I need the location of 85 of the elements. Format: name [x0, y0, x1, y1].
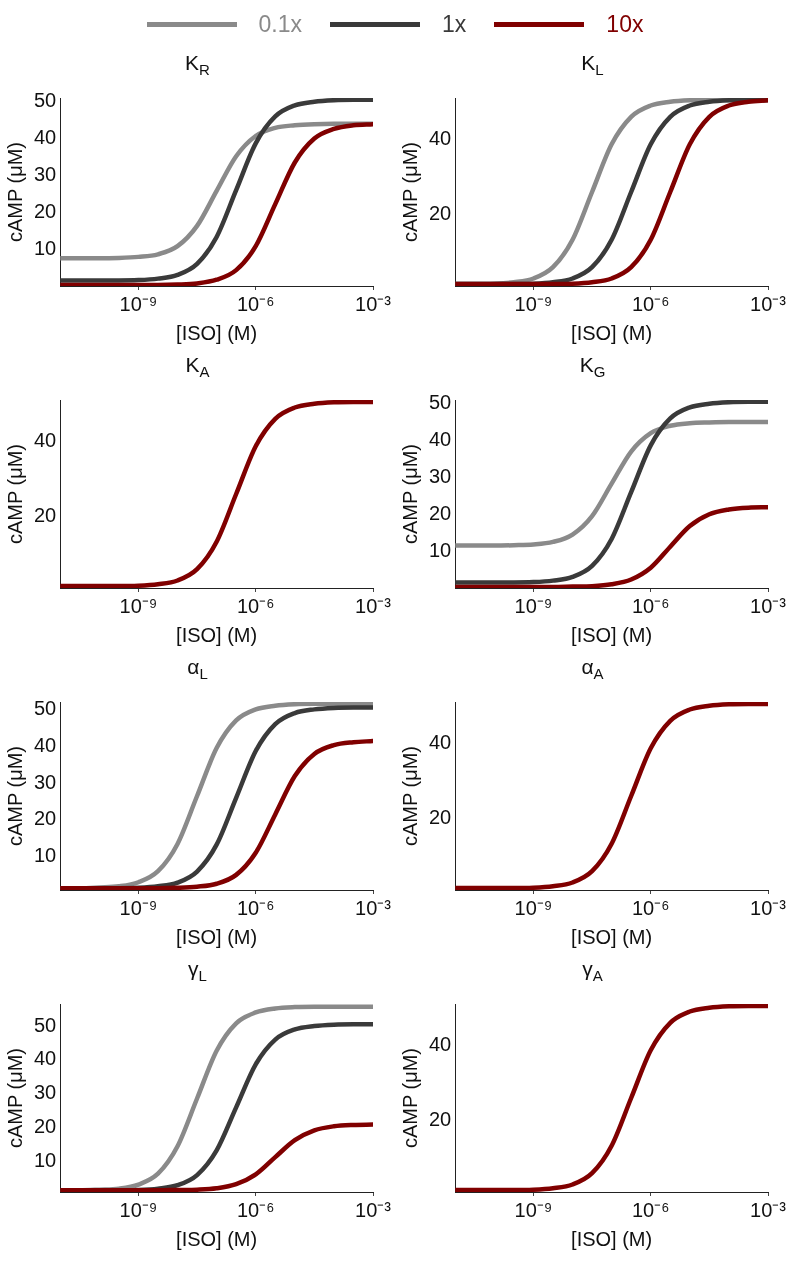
chart-title: γ$_{A}$: [581, 956, 604, 987]
x-axis-title: [ISO] (M): [571, 623, 653, 646]
y-axis-title: cAMP (μM): [398, 443, 421, 545]
y-tick-label: 30: [429, 464, 452, 487]
x-axis-title: [ISO] (M): [571, 321, 653, 344]
chart-title: α$_{L}$: [186, 654, 209, 685]
x-tick-label: 10⁻³: [355, 896, 392, 919]
chart-title: α$_{A}$: [580, 654, 605, 685]
line-series: [455, 400, 768, 585]
x-axis-title: [ISO] (M): [571, 925, 653, 948]
x-axis-title: [ISO] (M): [176, 1227, 258, 1250]
x-tick-label: 10⁻⁶: [631, 896, 670, 919]
line-series: [455, 98, 768, 286]
x-tick-label: 10⁻⁹: [119, 896, 158, 919]
y-tick-label: 30: [34, 770, 57, 793]
y-tick-label: 10: [429, 538, 452, 561]
y-tick-label: 50: [34, 1013, 57, 1036]
y-tick-label: 20: [34, 199, 57, 222]
y-tick-label: 40: [34, 1047, 57, 1070]
x-axis-title: [ISO] (M): [176, 925, 258, 948]
x-tick-label: 10⁻⁶: [236, 594, 275, 617]
y-tick-label: 20: [429, 806, 452, 829]
y-tick-label: 40: [429, 1032, 452, 1055]
y-tick-label: 20: [34, 1115, 57, 1138]
legend-label: 10x: [606, 10, 644, 38]
y-tick-label: 10: [34, 236, 57, 259]
y-axis-title: cAMP (μM): [398, 1047, 421, 1149]
line-series: [455, 702, 768, 890]
x-tick-label: 10⁻³: [355, 1198, 392, 1221]
x-tick-label: 10⁻⁹: [514, 594, 553, 617]
y-tick-label: 40: [34, 428, 57, 451]
legend-label: 0.1x: [258, 10, 303, 38]
y-axis-title: cAMP (μM): [398, 745, 421, 847]
x-tick-label: 10⁻³: [750, 896, 787, 919]
x-tick-label: 10⁻⁹: [514, 896, 553, 919]
chart-title: K$_{R}$: [184, 50, 211, 81]
y-axis-title: cAMP (μM): [3, 443, 26, 545]
line-series: [455, 1004, 768, 1192]
x-axis-title: [ISO] (M): [571, 1227, 653, 1250]
y-tick-label: 40: [34, 733, 57, 756]
line-series: [455, 419, 768, 548]
y-tick-label: 40: [429, 428, 452, 451]
chart-title: γ$_{L}$: [187, 956, 208, 987]
y-tick-label: 30: [34, 162, 57, 185]
x-tick-label: 10⁻⁶: [236, 292, 275, 315]
y-axis-title: cAMP (μM): [398, 141, 421, 243]
y-tick-label: 10: [34, 1149, 57, 1172]
y-tick-label: 50: [34, 696, 57, 719]
x-tick-label: 10⁻³: [355, 292, 392, 315]
x-tick-label: 10⁻⁶: [631, 594, 670, 617]
x-tick-label: 10⁻⁶: [236, 1198, 275, 1221]
x-tick-label: 10⁻⁹: [119, 594, 158, 617]
y-tick-label: 40: [429, 126, 452, 149]
y-tick-label: 30: [34, 1081, 57, 1104]
y-tick-label: 50: [429, 391, 452, 414]
y-tick-label: 40: [34, 126, 57, 149]
x-tick-label: 10⁻⁹: [119, 1198, 158, 1221]
y-tick-label: 20: [34, 504, 57, 527]
line-series: [60, 400, 373, 588]
x-tick-label: 10⁻³: [750, 1198, 787, 1221]
chart-title: K$_{A}$: [184, 352, 211, 383]
x-tick-label: 10⁻⁹: [514, 292, 553, 315]
chart-title: K$_{L}$: [580, 50, 605, 81]
legend-label: 1x: [442, 10, 467, 38]
y-axis-title: cAMP (μM): [3, 1047, 26, 1149]
x-axis-title: [ISO] (M): [176, 623, 258, 646]
y-tick-label: 20: [429, 202, 452, 225]
y-axis-title: cAMP (μM): [3, 745, 26, 847]
y-tick-label: 50: [34, 89, 57, 112]
x-tick-label: 10⁻³: [750, 594, 787, 617]
y-axis-title: cAMP (μM): [3, 141, 26, 243]
x-tick-label: 10⁻⁹: [514, 1198, 553, 1221]
y-tick-label: 10: [34, 844, 57, 867]
x-tick-label: 10⁻⁶: [236, 896, 275, 919]
x-tick-label: 10⁻³: [750, 292, 787, 315]
chart-title: K$_{G}$: [578, 352, 607, 383]
x-tick-label: 10⁻⁹: [119, 292, 158, 315]
x-axis-title: [ISO] (M): [176, 321, 258, 344]
y-tick-label: 20: [34, 807, 57, 830]
x-tick-label: 10⁻⁶: [631, 292, 670, 315]
x-tick-label: 10⁻³: [355, 594, 392, 617]
y-tick-label: 20: [429, 1108, 452, 1131]
y-tick-label: 40: [429, 730, 452, 753]
y-tick-label: 20: [429, 501, 452, 524]
x-tick-label: 10⁻⁶: [631, 1198, 670, 1221]
